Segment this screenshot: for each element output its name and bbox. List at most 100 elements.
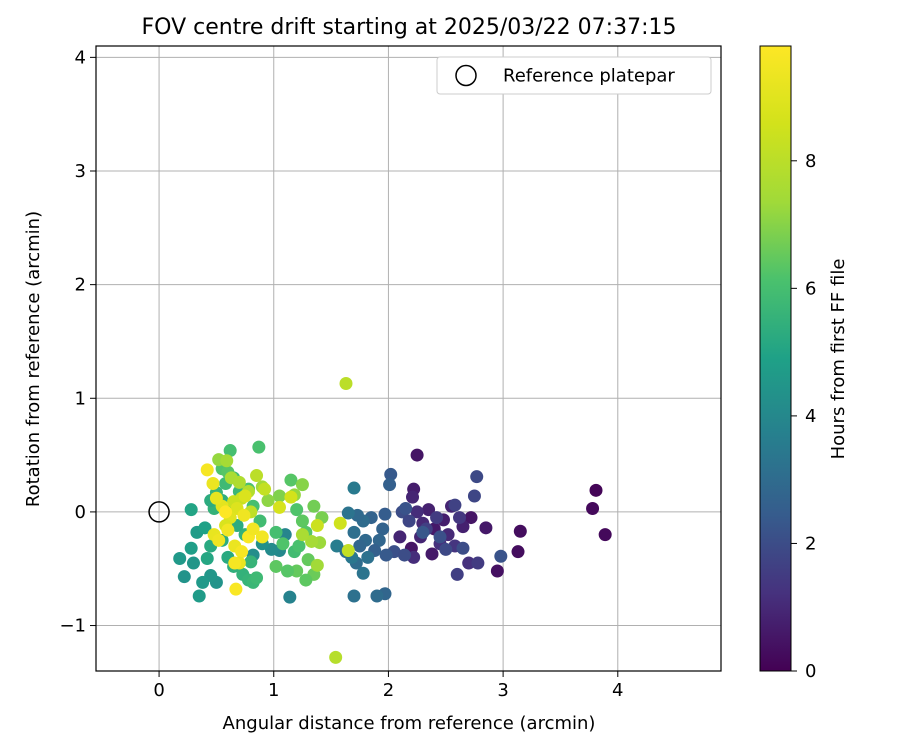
- data-point: [295, 528, 309, 542]
- data-point: [283, 590, 297, 604]
- data-point: [232, 475, 246, 489]
- data-point: [383, 478, 397, 492]
- data-point: [462, 556, 476, 570]
- data-point: [272, 489, 286, 503]
- data-point: [456, 541, 470, 555]
- data-point: [410, 448, 424, 462]
- x-axis-label: Angular distance from reference (arcmin): [223, 713, 596, 734]
- reference-platepar-circle: [148, 501, 170, 523]
- data-point: [513, 524, 527, 538]
- data-point: [221, 523, 235, 537]
- data-point: [439, 542, 453, 556]
- data-point: [310, 519, 324, 533]
- data-point: [200, 463, 214, 477]
- data-point: [299, 573, 313, 587]
- data-point: [200, 552, 214, 565]
- legend-box: [436, 56, 712, 95]
- data-point: [269, 525, 283, 539]
- data-point: [284, 473, 298, 487]
- data-point: [177, 570, 191, 584]
- data-point: [228, 556, 242, 570]
- y-tick-label: 3: [75, 161, 86, 182]
- data-point: [433, 530, 447, 544]
- colorbar-tick-label: 6: [805, 278, 816, 299]
- x-axis-ticks: 0 1 2 3 4: [153, 671, 624, 701]
- data-point: [284, 490, 298, 504]
- data-point: [290, 564, 304, 578]
- data-point: [173, 552, 187, 565]
- data-point: [290, 503, 304, 517]
- data-point: [376, 522, 390, 536]
- colorbar: 0 2 4 6 8 Hours from first FF file: [759, 45, 849, 682]
- data-point: [470, 470, 484, 484]
- data-point: [479, 521, 493, 535]
- data-point: [370, 589, 384, 603]
- data-point: [220, 454, 234, 468]
- data-point: [353, 539, 367, 553]
- data-point: [397, 548, 411, 562]
- x-tick-label: 3: [497, 680, 508, 701]
- data-point: [471, 556, 485, 570]
- y-tick-label: −1: [59, 616, 86, 637]
- data-point: [379, 548, 393, 562]
- data-point: [244, 555, 258, 569]
- data-point: [467, 489, 481, 503]
- data-point: [333, 516, 347, 530]
- data-point: [255, 530, 269, 544]
- data-point: [235, 545, 249, 559]
- data-point: [339, 377, 353, 390]
- data-point: [402, 514, 416, 528]
- data-point: [347, 589, 361, 603]
- data-point: [425, 547, 439, 561]
- data-point: [341, 544, 355, 558]
- data-point: [252, 440, 266, 454]
- data-point: [490, 564, 504, 578]
- data-point: [448, 498, 462, 512]
- data-point: [238, 489, 252, 503]
- data-point: [399, 502, 413, 515]
- data-point: [356, 566, 370, 580]
- data-point: [186, 556, 200, 570]
- data-point: [269, 559, 283, 573]
- data-point: [586, 502, 600, 515]
- colorbar-label: Hours from first FF file: [828, 259, 849, 460]
- data-point: [464, 511, 478, 525]
- colorbar-tick-label: 2: [805, 533, 816, 554]
- data-point: [347, 525, 361, 539]
- data-point: [422, 503, 436, 517]
- data-point: [206, 477, 220, 490]
- data-point: [184, 503, 198, 517]
- data-point: [305, 534, 319, 548]
- data-point: [250, 469, 264, 483]
- data-point: [310, 558, 324, 572]
- data-point: [511, 545, 525, 559]
- data-point: [261, 494, 275, 508]
- data-point: [223, 444, 237, 458]
- data-point: [393, 530, 407, 544]
- x-tick-label: 2: [383, 680, 394, 701]
- x-tick-label: 0: [153, 680, 164, 701]
- legend-label: Reference platepar: [503, 66, 675, 87]
- data-point: [598, 528, 612, 542]
- data-point: [453, 511, 467, 525]
- y-tick-label: 0: [75, 502, 86, 523]
- chart-title: FOV centre drift starting at 2025/03/22 …: [142, 15, 677, 40]
- data-point: [272, 500, 286, 514]
- data-point: [184, 541, 198, 555]
- data-point: [589, 483, 603, 497]
- y-tick-label: 1: [75, 388, 86, 409]
- data-point: [384, 467, 398, 481]
- y-axis-label: Rotation from reference (arcmin): [23, 211, 44, 507]
- data-point: [192, 589, 206, 603]
- colorbar-tick-label: 8: [805, 151, 816, 172]
- data-point: [307, 499, 321, 513]
- data-point: [329, 650, 343, 664]
- data-point: [292, 539, 306, 553]
- data-point: [450, 567, 464, 581]
- x-tick-label: 1: [268, 680, 279, 701]
- data-point: [430, 511, 444, 525]
- reference-marker: [148, 501, 170, 523]
- y-tick-label: 2: [75, 275, 86, 296]
